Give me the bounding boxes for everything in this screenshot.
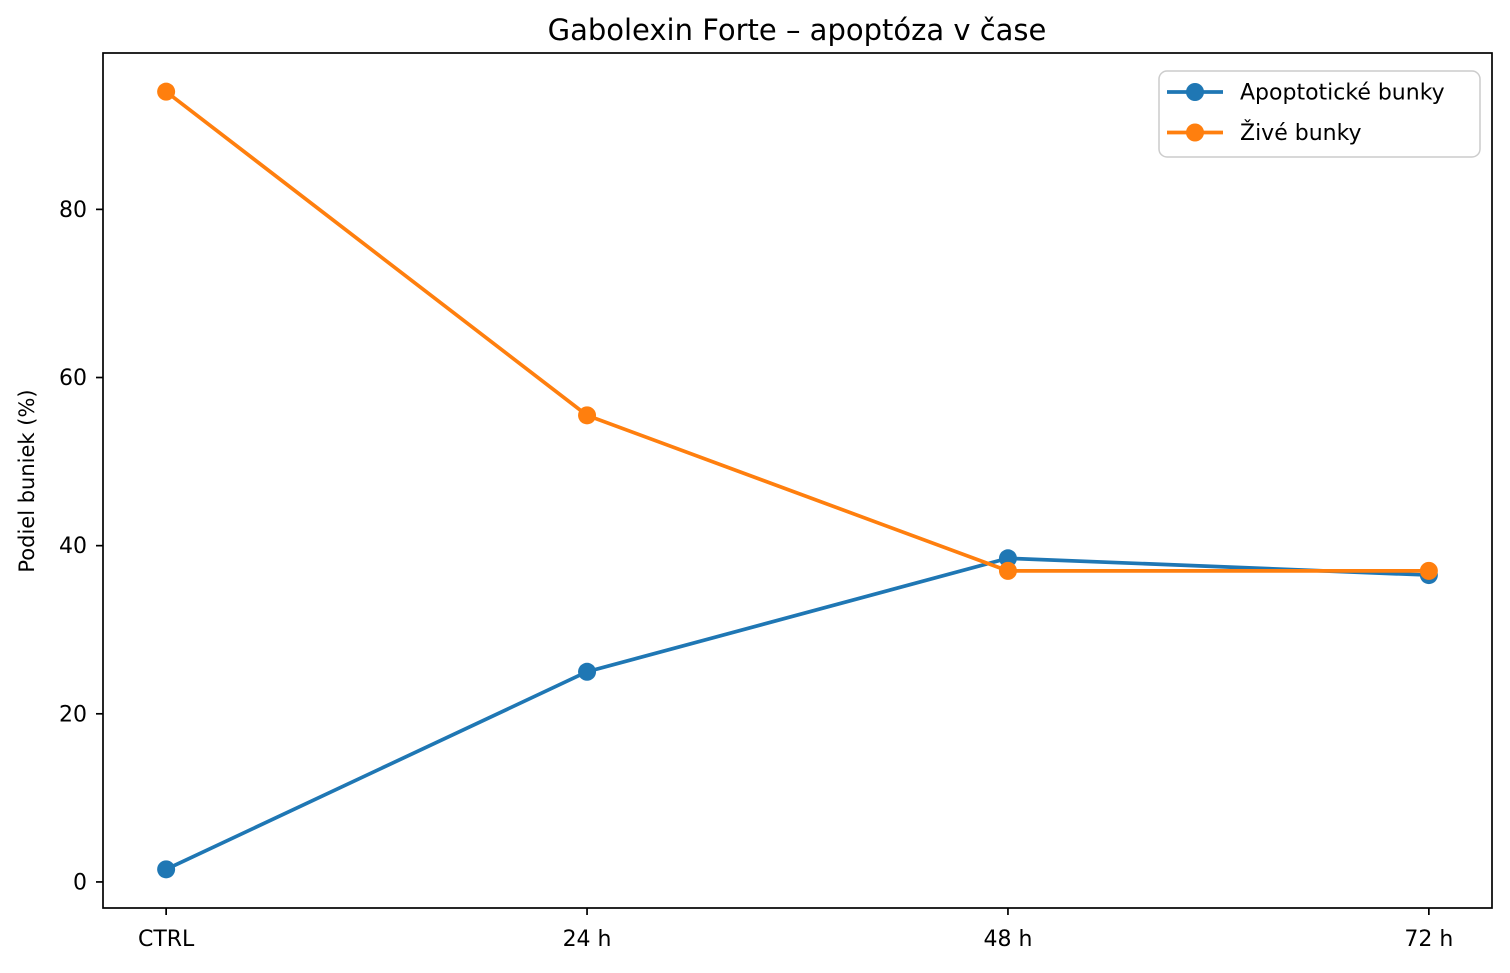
x-tick-label: 72 h: [1404, 927, 1453, 952]
x-tick-label: CTRL: [138, 927, 195, 952]
legend-box: [1158, 70, 1481, 158]
y-axis-label: Podiel buniek (%): [15, 389, 39, 572]
data-point-marker: [998, 549, 1017, 568]
y-tick-label: 40: [59, 534, 87, 559]
data-point-marker: [157, 860, 176, 879]
legend: Apoptotické bunky Živé bunky: [1158, 70, 1481, 158]
legend-item: Živé bunky: [1167, 120, 1362, 146]
data-point-marker: [578, 406, 597, 425]
legend-label: Živé bunky: [1240, 120, 1362, 146]
y-tick-label: 0: [73, 870, 87, 895]
series-line-1: [164, 89, 1431, 573]
axis-ticks-layer: 0 20 40 60 80 CTRL 24 h 48 h 72 h: [59, 198, 1453, 952]
y-tick-label: 60: [59, 366, 87, 391]
y-tick-label: 20: [59, 702, 87, 727]
x-tick-label: 48 h: [983, 927, 1032, 952]
legend-label: Apoptotické bunky: [1240, 81, 1445, 106]
data-point-marker: [157, 82, 176, 101]
data-point-marker: [998, 561, 1017, 580]
legend-marker-sample: [1186, 83, 1204, 101]
legend-item: Apoptotické bunky: [1167, 81, 1445, 106]
chart-title: Gabolexin Forte – apoptóza v čase: [548, 13, 1047, 47]
legend-marker-sample: [1186, 123, 1204, 142]
y-tick-label: 80: [59, 198, 87, 223]
data-point-marker: [578, 662, 597, 681]
plot-border: [102, 52, 1493, 909]
data-point-marker: [1419, 561, 1438, 580]
plot-series-layer: [157, 82, 1438, 879]
series-line-0: [164, 556, 1431, 872]
x-tick-label: 24 h: [563, 927, 612, 952]
